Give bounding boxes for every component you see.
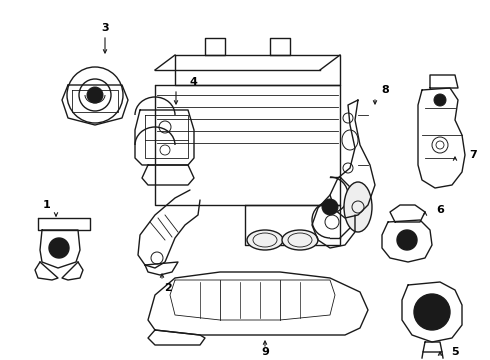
Ellipse shape — [397, 230, 417, 250]
Ellipse shape — [414, 294, 450, 330]
Ellipse shape — [434, 94, 446, 106]
Text: 7: 7 — [469, 150, 477, 160]
Text: 4: 4 — [189, 77, 197, 87]
Text: 5: 5 — [451, 347, 459, 357]
Ellipse shape — [282, 230, 318, 250]
Text: 6: 6 — [436, 205, 444, 215]
Ellipse shape — [247, 230, 283, 250]
Ellipse shape — [87, 87, 103, 103]
Text: 1: 1 — [43, 200, 51, 210]
Text: 9: 9 — [261, 347, 269, 357]
Text: 8: 8 — [381, 85, 389, 95]
Ellipse shape — [422, 302, 442, 322]
Text: 2: 2 — [164, 283, 172, 293]
Ellipse shape — [49, 238, 69, 258]
Ellipse shape — [322, 199, 338, 215]
Text: 3: 3 — [101, 23, 109, 33]
Ellipse shape — [344, 182, 372, 232]
